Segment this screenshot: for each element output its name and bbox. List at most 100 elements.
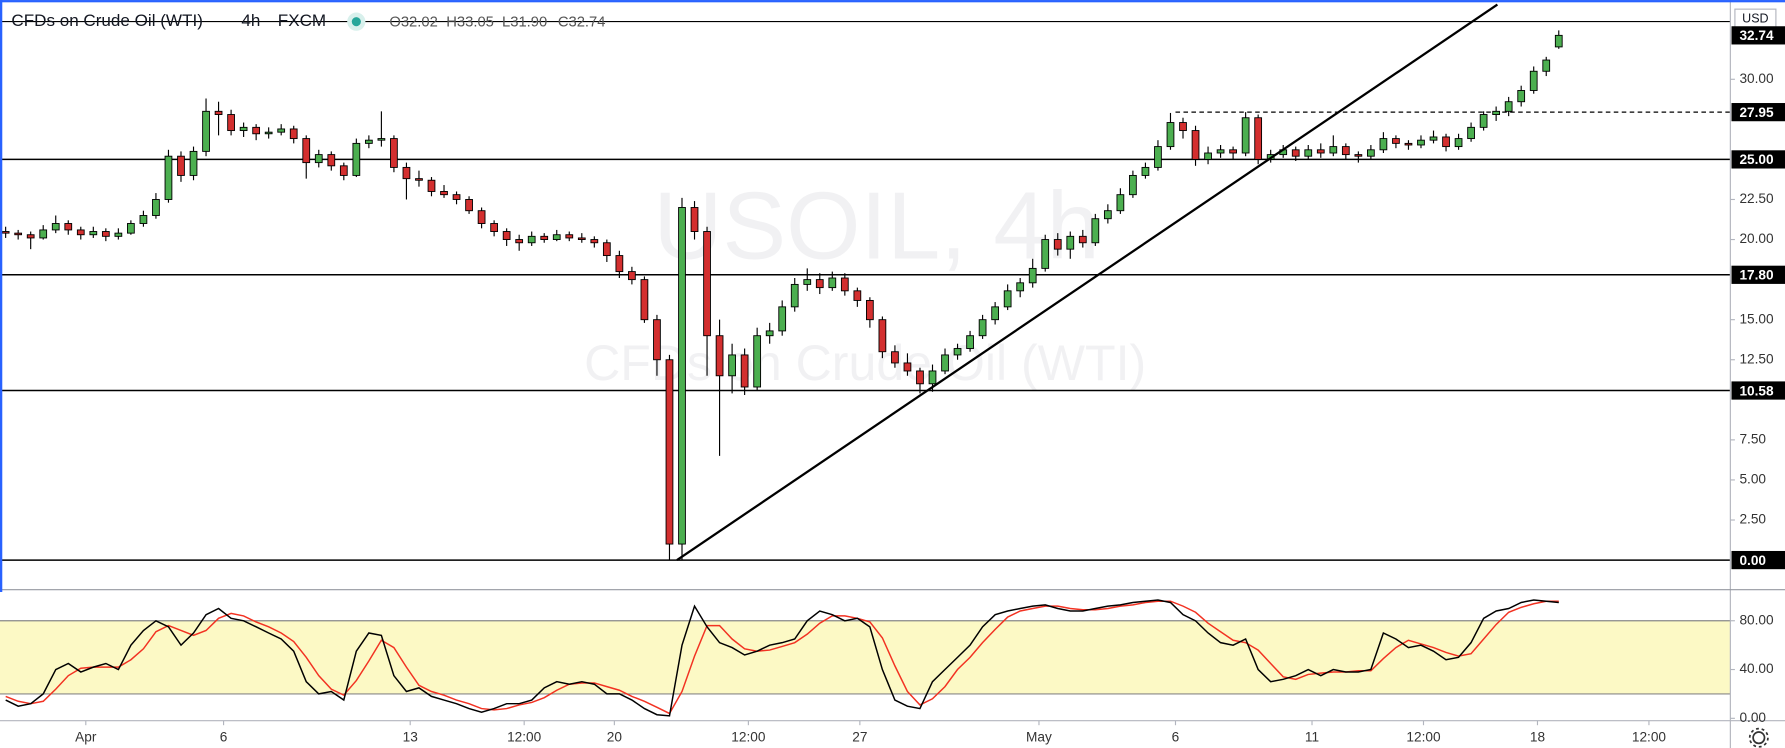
candle-body xyxy=(1116,194,1125,212)
candle-body xyxy=(866,299,874,321)
candle-body xyxy=(1141,166,1150,176)
watermark-sub: CFDs on Crude Oil (WTI) xyxy=(584,335,1146,391)
frame-left xyxy=(0,0,3,593)
x-tick-label: 6 xyxy=(220,729,228,744)
candle-body xyxy=(89,231,98,236)
candle-body xyxy=(891,351,899,364)
candle-body xyxy=(966,335,974,349)
candle-body xyxy=(465,199,473,212)
candle-body xyxy=(314,154,323,164)
gear-teeth[interactable] xyxy=(1748,727,1769,748)
candle-body xyxy=(1254,117,1263,160)
candle-body xyxy=(1129,174,1137,196)
candle-body xyxy=(26,234,35,239)
level-label-box xyxy=(1731,103,1785,122)
candle-body xyxy=(1154,146,1162,168)
watermark-group: USOIL, 4h CFDs on Crude Oil (WTI) xyxy=(584,173,1146,391)
level-label-box xyxy=(1731,550,1785,570)
candle-body xyxy=(803,279,812,285)
candle-body xyxy=(1,231,10,234)
level-label: 0.00 xyxy=(1739,553,1766,568)
status-dot xyxy=(351,17,361,27)
candle-body xyxy=(602,242,611,257)
candle-body xyxy=(790,283,799,308)
y-tick-label: 15.00 xyxy=(1739,311,1774,326)
candle-body xyxy=(490,223,498,232)
candle-body xyxy=(1304,149,1313,157)
trendline xyxy=(676,3,1499,562)
candle-body xyxy=(1404,142,1413,146)
candle-body xyxy=(1367,149,1375,157)
candle-body xyxy=(1542,59,1551,72)
candle-body xyxy=(440,191,448,196)
x-tick-label: 12:00 xyxy=(1406,729,1441,744)
candle-body xyxy=(39,229,48,239)
candle-body xyxy=(214,110,223,115)
candle-body xyxy=(352,142,361,176)
x-tick-label: 20 xyxy=(607,729,623,744)
level-label: 32.74 xyxy=(1739,28,1774,43)
oscillator-pane xyxy=(0,599,1731,717)
y-tick-label: 40.00 xyxy=(1739,661,1774,676)
candle-body xyxy=(189,150,198,176)
candle-body xyxy=(740,354,749,388)
candle-body xyxy=(402,166,411,180)
ohlc-high: H33.05 xyxy=(446,15,494,31)
candle-body xyxy=(1091,218,1100,244)
settings-icon[interactable] xyxy=(1748,727,1769,748)
candle-body xyxy=(916,370,924,385)
symbol: CFDs on Crude Oil (WTI) xyxy=(11,11,203,30)
y-tick-label: 20.00 xyxy=(1739,231,1774,246)
candle-body xyxy=(1028,267,1037,284)
level-label: 17.80 xyxy=(1739,268,1774,283)
candle-body xyxy=(1517,90,1526,103)
candle-body xyxy=(452,194,461,200)
candle-body xyxy=(715,335,724,377)
candle-body xyxy=(928,370,937,385)
y-tick-label: 0.00 xyxy=(1739,710,1766,725)
candle-body xyxy=(753,335,762,388)
candle-body xyxy=(1204,152,1212,160)
x-tick-label: 13 xyxy=(403,729,418,744)
y-tick-label: 80.00 xyxy=(1739,612,1774,627)
candle-body xyxy=(590,239,599,244)
candle-body xyxy=(1191,130,1200,160)
ohlc-low: L31.90 xyxy=(502,15,547,31)
oscillator-line xyxy=(5,600,1559,715)
x-tick-label: 12:00 xyxy=(507,729,542,744)
currency[interactable]: USD xyxy=(1742,12,1768,26)
candle-body xyxy=(289,128,298,140)
x-tick-label: 11 xyxy=(1305,729,1319,744)
candle-body xyxy=(628,271,636,281)
candle-body xyxy=(1241,117,1250,154)
candle-body xyxy=(815,279,824,289)
ohlc-open: O32.02 xyxy=(389,15,438,31)
level-label-box xyxy=(1731,381,1785,400)
candle-body xyxy=(853,290,862,301)
candle-body xyxy=(1554,34,1563,48)
candle-body xyxy=(164,155,173,200)
candle-body xyxy=(139,215,148,224)
candle-body xyxy=(1066,235,1075,250)
candle-body xyxy=(239,126,248,132)
band xyxy=(0,620,1731,694)
candle-body xyxy=(302,138,311,164)
candle-body xyxy=(114,232,123,237)
candle-body xyxy=(577,237,586,240)
candle-body xyxy=(152,199,160,216)
y-tick-label: 5.00 xyxy=(1739,472,1766,487)
candle-body xyxy=(264,131,273,135)
candle-body xyxy=(941,354,949,372)
watermark: USOIL, 4h xyxy=(653,173,1099,280)
gear[interactable] xyxy=(1752,731,1766,745)
candle-body xyxy=(1529,70,1538,91)
candle-body xyxy=(1429,136,1438,141)
x-tick-label: 12:00 xyxy=(1632,729,1667,744)
candle-body xyxy=(364,139,373,144)
candle-body xyxy=(1417,139,1425,146)
candle-body xyxy=(1016,282,1025,292)
x-tick-label: May xyxy=(1026,729,1052,744)
candle-body xyxy=(991,306,999,321)
candle-body xyxy=(1354,154,1363,157)
candle-body xyxy=(1329,146,1338,154)
